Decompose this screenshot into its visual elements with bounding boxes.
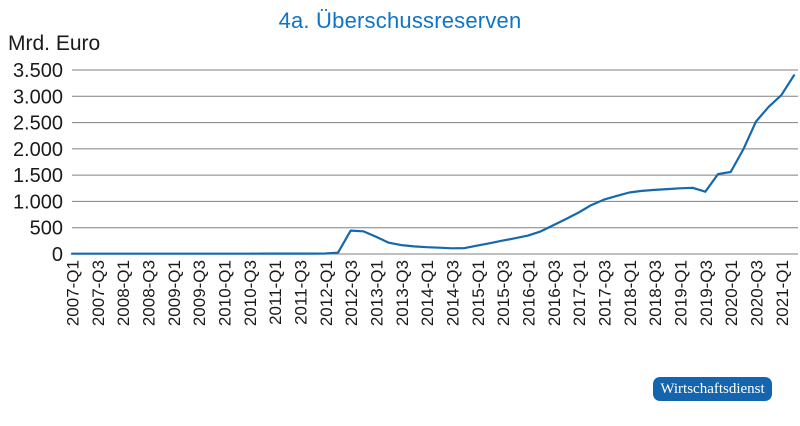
x-tick-label: 2020-Q1 xyxy=(722,260,741,326)
x-tick-label: 2020-Q3 xyxy=(748,260,767,326)
x-tick-label: 2010-Q1 xyxy=(216,260,235,326)
y-axis-unit-label: Mrd. Euro xyxy=(8,32,101,55)
x-tick-label: 2008-Q3 xyxy=(140,260,159,326)
x-tick-label: 2015-Q1 xyxy=(469,260,488,326)
x-tick-label: 2017-Q3 xyxy=(596,260,615,326)
x-tick-label: 2007-Q1 xyxy=(64,260,83,326)
x-tick-label: 2018-Q1 xyxy=(621,260,640,326)
x-tick-label: 2008-Q1 xyxy=(114,260,133,326)
x-tick-label: 2009-Q1 xyxy=(165,260,184,326)
x-tick-label: 2012-Q1 xyxy=(317,260,336,326)
x-tick-label: 2016-Q1 xyxy=(520,260,539,326)
y-tick-label: 0 xyxy=(52,244,63,266)
x-tick-label: 2015-Q3 xyxy=(494,260,513,326)
x-tick-label: 2013-Q1 xyxy=(368,260,387,326)
y-tick-label: 2.500 xyxy=(13,113,63,135)
y-tick-label: 2.000 xyxy=(13,139,63,161)
y-tick-label: 1.500 xyxy=(13,165,63,187)
x-tick-label: 2009-Q3 xyxy=(190,260,209,326)
x-tick-label: 2007-Q3 xyxy=(89,260,108,326)
x-tick-label: 2021-Q1 xyxy=(773,260,792,326)
x-tick-label: 2010-Q3 xyxy=(241,260,260,326)
x-tick-label: 2014-Q3 xyxy=(444,260,463,326)
x-tick-label: 2018-Q3 xyxy=(646,260,665,326)
x-tick-label: 2016-Q3 xyxy=(545,260,564,326)
x-tick-label: 2011-Q3 xyxy=(292,260,311,325)
x-tick-label: 2019-Q3 xyxy=(697,260,716,326)
x-tick-label: 2019-Q1 xyxy=(672,260,691,326)
wirtschaftsdienst-badge: Wirtschaftsdienst xyxy=(653,377,772,401)
x-tick-label: 2011-Q1 xyxy=(266,260,285,325)
y-tick-label: 3.500 xyxy=(13,60,63,82)
x-tick-label: 2014-Q1 xyxy=(418,260,437,326)
chart-title: 4a. Überschussreserven xyxy=(278,8,522,33)
x-tick-label: 2012-Q3 xyxy=(342,260,361,326)
x-tick-label: 2013-Q3 xyxy=(393,260,412,326)
y-tick-label: 3.000 xyxy=(13,86,63,108)
y-tick-label: 1.000 xyxy=(13,191,63,213)
x-tick-label: 2017-Q1 xyxy=(570,260,589,326)
data-line xyxy=(70,74,796,255)
y-tick-label: 500 xyxy=(30,218,63,240)
